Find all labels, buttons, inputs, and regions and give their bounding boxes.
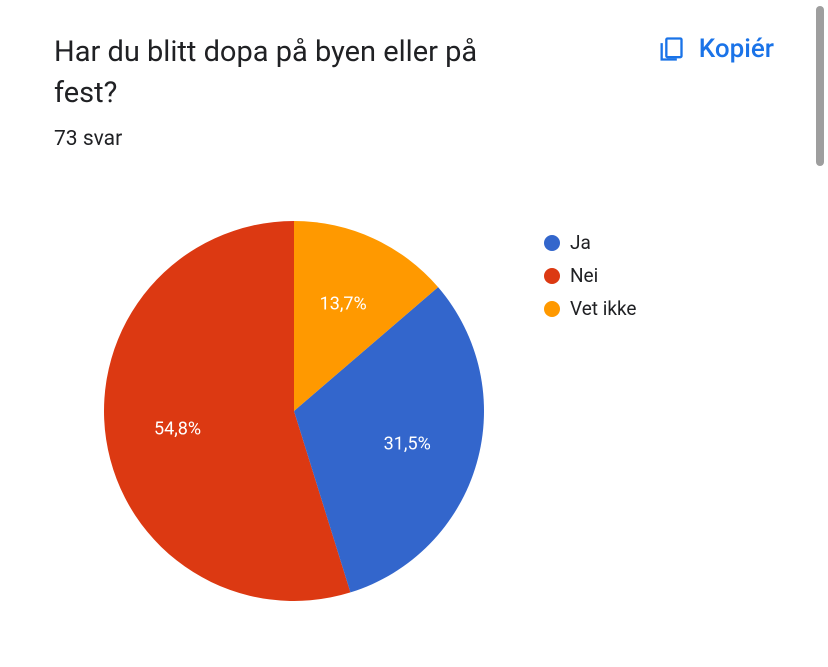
legend-item: Vet ikke (544, 297, 636, 320)
legend-dot (544, 268, 560, 284)
legend-dot (544, 235, 560, 251)
slice-label: 13,7% (320, 294, 367, 315)
copy-button[interactable]: Kopiér (657, 34, 774, 64)
legend-label: Nei (570, 264, 598, 287)
card-header: Har du blitt dopa på byen eller på fest?… (54, 32, 774, 113)
legend-label: Vet ikke (570, 297, 636, 320)
copy-button-label: Kopiér (699, 34, 774, 64)
legend: Ja Nei Vet ikke (544, 221, 636, 320)
response-count: 73 svar (54, 127, 774, 151)
legend-label: Ja (570, 231, 591, 254)
scrollbar[interactable] (816, 6, 824, 166)
question-title: Har du blitt dopa på byen eller på fest? (54, 32, 534, 113)
legend-item: Ja (544, 231, 636, 254)
chart-area: 54,8% 31,5% 13,7% Ja Nei Vet ikke (54, 181, 774, 601)
copy-icon (657, 35, 685, 63)
legend-dot (544, 301, 560, 317)
legend-item: Nei (544, 264, 636, 287)
slice-label: 54,8% (154, 418, 201, 439)
survey-card: Har du blitt dopa på byen eller på fest?… (0, 0, 828, 667)
slice-label: 31,5% (384, 433, 431, 454)
pie-chart: 54,8% 31,5% 13,7% (104, 221, 484, 601)
pie-svg (104, 221, 484, 601)
